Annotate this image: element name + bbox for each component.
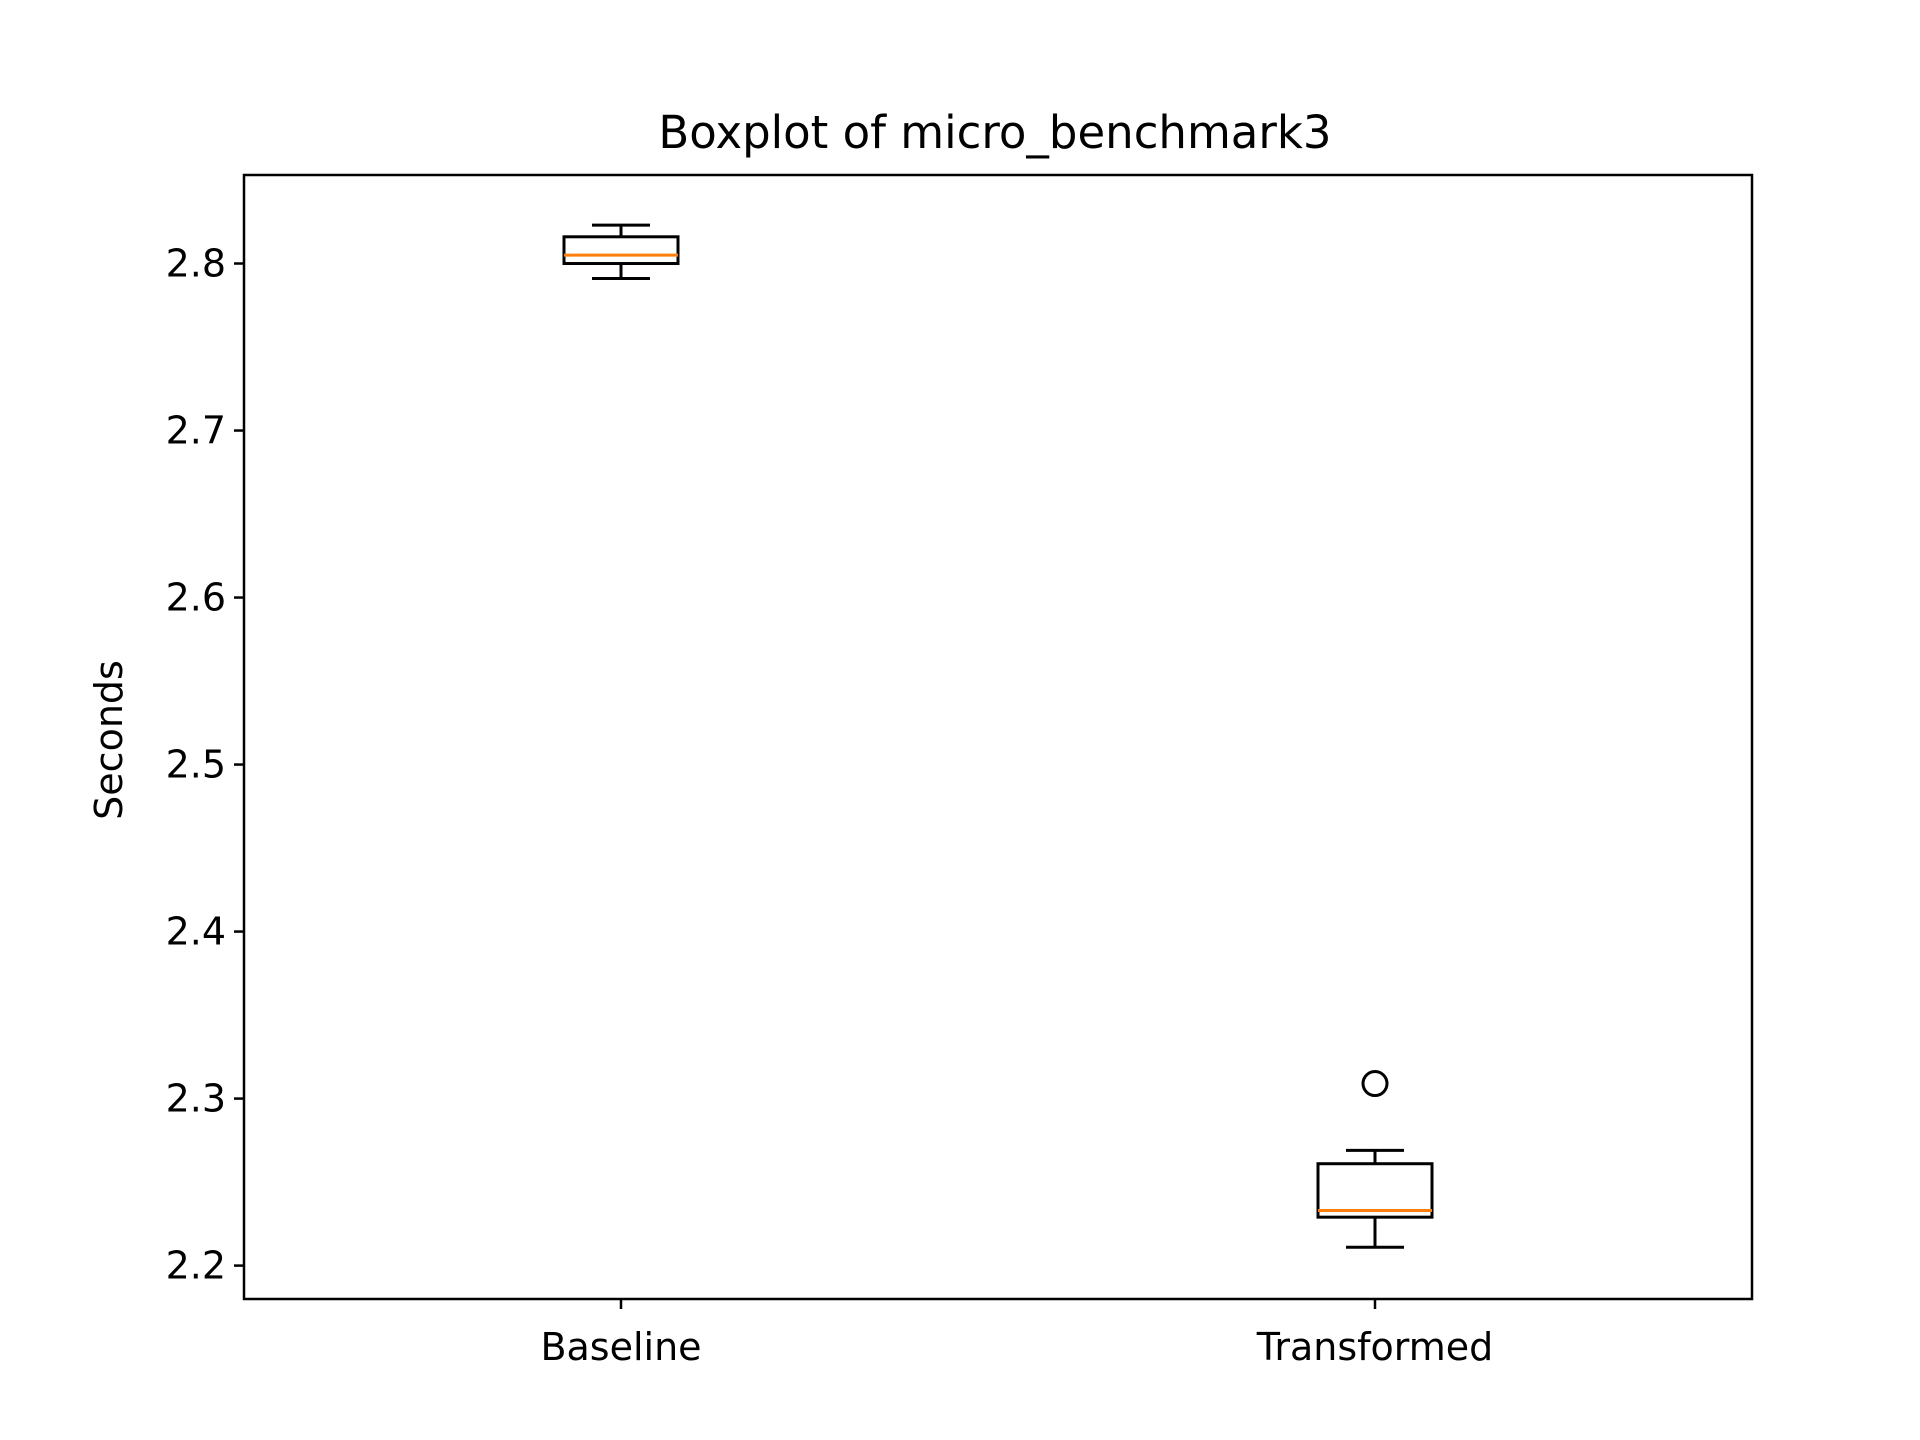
axes-frame: [242, 173, 1754, 1301]
y-tick-label: 2.8: [166, 242, 226, 286]
y-tick-label: 2.3: [166, 1077, 226, 1121]
y-tick-label: 2.4: [166, 910, 226, 954]
y-tick-label: 2.5: [166, 743, 226, 787]
y-tick-label: 2.6: [166, 576, 226, 620]
outlier-point: [1361, 1070, 1389, 1098]
x-tick-label: Baseline: [540, 1325, 701, 1369]
chart-title: Boxplot of micro_benchmark3: [658, 106, 1331, 159]
box-iqr: [562, 235, 680, 266]
y-axis-label: Seconds: [87, 660, 131, 820]
x-tick-label: Transformed: [1256, 1325, 1494, 1369]
y-tick-label: 2.7: [166, 409, 226, 453]
plot-area: 2.2 2.3 2.4 2.5 2.6 2.7 2.8 Baseline Transformed: [166, 223, 1494, 1369]
box-iqr: [1316, 1162, 1434, 1219]
y-tick-label: 2.2: [166, 1244, 226, 1288]
